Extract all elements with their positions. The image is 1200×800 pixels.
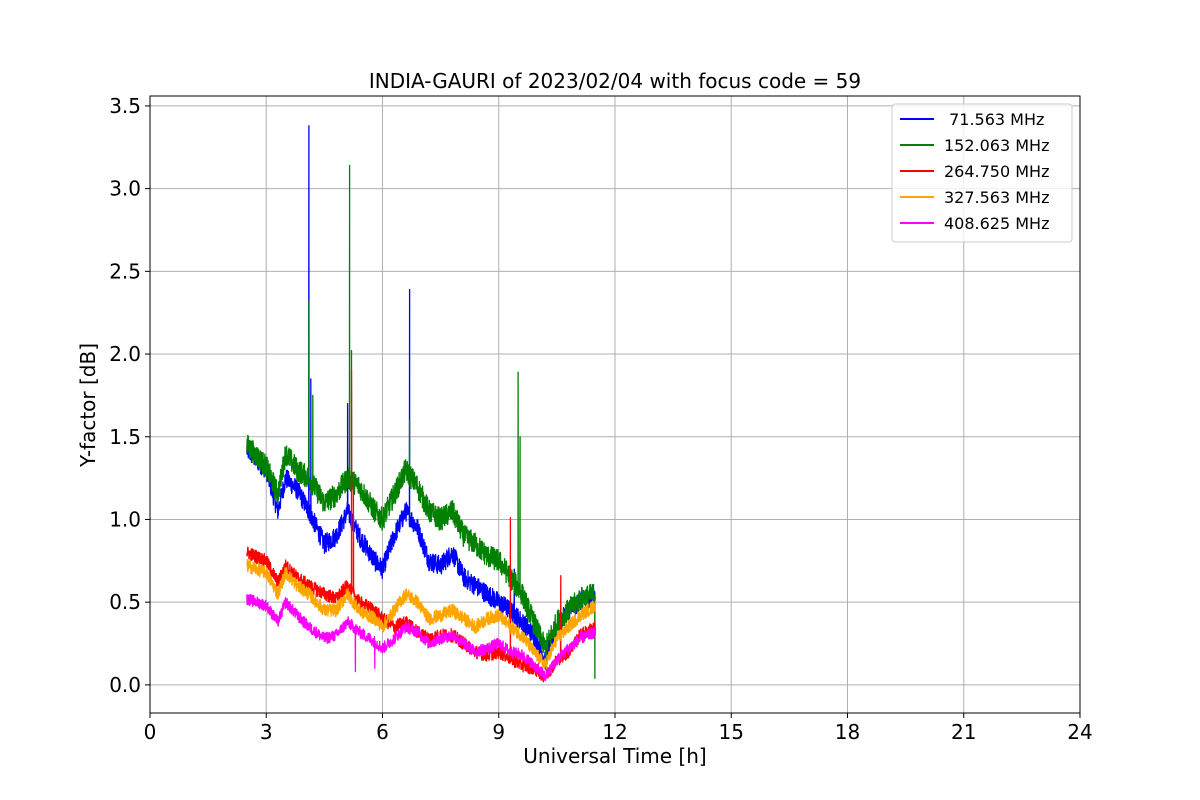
legend-box xyxy=(891,103,1073,243)
y-tick-label: 2.5 xyxy=(109,259,141,283)
series-line-2 xyxy=(246,164,597,679)
x-tick-label: 9 xyxy=(492,720,505,744)
legend-label: 152.063 MHz xyxy=(944,136,1049,155)
y-axis: 0.0 0.5 1.0 1.5 2.0 2.5 3.0 3.5 xyxy=(109,94,150,697)
y-tick-label: 3.5 xyxy=(109,94,141,118)
y-tick-label: 1.0 xyxy=(109,507,141,531)
y-tick-label: 3.0 xyxy=(109,177,141,201)
x-tick-label: 18 xyxy=(835,720,860,744)
plot-series xyxy=(246,125,597,683)
y-tick-label: 2.0 xyxy=(109,342,141,366)
y-tick-label: 0.5 xyxy=(109,590,141,614)
series-line-1 xyxy=(246,125,597,670)
x-tick-label: 0 xyxy=(144,720,157,744)
x-tick-label: 12 xyxy=(602,720,627,744)
x-tick-label: 3 xyxy=(260,720,273,744)
legend-label: 264.750 MHz xyxy=(944,162,1049,181)
legend-label: 327.563 MHz xyxy=(944,188,1049,207)
y-tick-label: 0.0 xyxy=(109,673,141,697)
series-line-5 xyxy=(246,594,597,682)
x-axis-label: Universal Time [h] xyxy=(523,744,706,768)
x-axis: 0 3 6 9 12 15 18 21 24 xyxy=(144,713,1093,744)
series-line-4 xyxy=(246,558,597,670)
y-axis-label: Y-factor [dB] xyxy=(76,343,100,468)
legend-label: 71.563 MHz xyxy=(944,110,1044,129)
y-tick-label: 1.5 xyxy=(109,425,141,449)
legend-label: 408.625 MHz xyxy=(944,214,1049,233)
x-tick-label: 6 xyxy=(376,720,389,744)
x-tick-label: 24 xyxy=(1067,720,1092,744)
x-tick-label: 15 xyxy=(719,720,744,744)
legend: 71.563 MHz 152.063 MHz 264.750 MHz 327.563 … xyxy=(891,103,1073,243)
chart-title: INDIA-GAURI of 2023/02/04 with focus cod… xyxy=(369,69,861,93)
x-tick-label: 21 xyxy=(951,720,976,744)
